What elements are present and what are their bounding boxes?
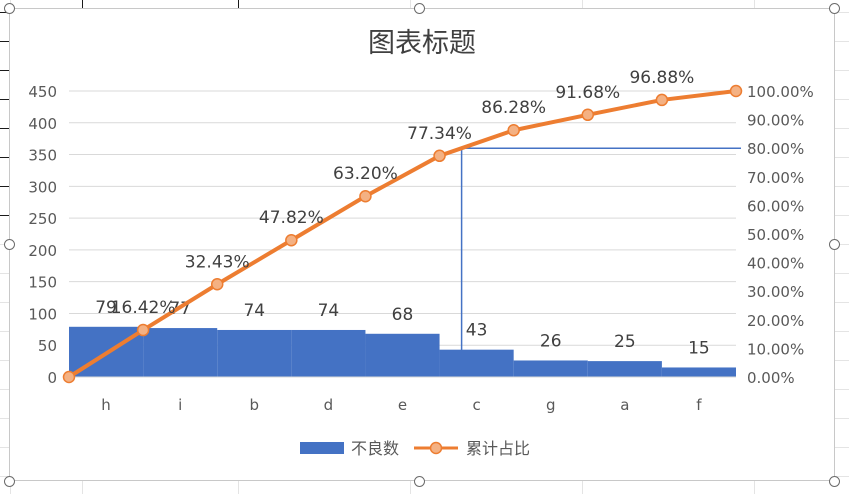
left-axis-tick-label: 150 bbox=[28, 274, 57, 292]
right-axis-tick-label: 40.00% bbox=[747, 255, 804, 273]
line-marker[interactable] bbox=[359, 189, 372, 203]
right-axis-tick-label: 0.00% bbox=[747, 369, 795, 387]
line-marker[interactable] bbox=[655, 93, 669, 107]
bar[interactable] bbox=[661, 367, 736, 377]
bar-data-label: 15 bbox=[688, 338, 710, 358]
right-axis-ticks: 0.00% 10.00% 20.00% 30.00% 40.00% 50.00% 60.00… bbox=[747, 83, 814, 387]
resize-handle-bottom-right[interactable] bbox=[829, 476, 840, 487]
bar[interactable] bbox=[365, 333, 440, 377]
category-label: c bbox=[472, 396, 480, 414]
line-marker[interactable] bbox=[581, 108, 595, 122]
legend-swatch-marker bbox=[429, 441, 443, 455]
left-axis-tick-label: 250 bbox=[28, 210, 57, 228]
resize-handle-top-left[interactable] bbox=[4, 3, 15, 14]
bar[interactable] bbox=[513, 360, 588, 377]
right-axis-tick-label: 90.00% bbox=[747, 112, 804, 130]
line-data-label: 16.42% bbox=[111, 298, 176, 318]
line-marker[interactable] bbox=[285, 233, 298, 247]
bar[interactable] bbox=[587, 361, 662, 377]
category-label: f bbox=[696, 396, 702, 414]
legend-label-line: 累计占比 bbox=[466, 439, 530, 458]
chart-area[interactable] bbox=[9, 8, 835, 481]
legend-swatch-bar bbox=[300, 442, 344, 454]
right-axis-tick-label: 10.00% bbox=[747, 340, 804, 358]
resize-handle-top-center[interactable] bbox=[414, 3, 425, 14]
resize-handle-middle-left[interactable] bbox=[4, 239, 15, 250]
left-axis-tick-label: 450 bbox=[28, 83, 57, 101]
left-axis-tick-label: 100 bbox=[28, 305, 57, 323]
bar[interactable] bbox=[291, 329, 366, 377]
line-data-label: 63.20% bbox=[333, 164, 398, 184]
left-axis-tick-label: 200 bbox=[28, 242, 57, 260]
left-axis-tick-label: 50 bbox=[38, 337, 57, 355]
line-marker[interactable] bbox=[62, 370, 76, 384]
right-axis-tick-label: 50.00% bbox=[747, 226, 804, 244]
bar-data-label: 74 bbox=[243, 301, 265, 321]
category-label: d bbox=[324, 396, 334, 414]
category-label: b bbox=[250, 396, 260, 414]
line-marker[interactable] bbox=[210, 278, 224, 291]
bar-data-label: 26 bbox=[540, 331, 562, 351]
cumulative-line[interactable] bbox=[67, 89, 738, 379]
bar-data-label: 43 bbox=[466, 321, 488, 341]
category-label: i bbox=[178, 396, 182, 414]
right-axis-tick-label: 70.00% bbox=[747, 169, 804, 187]
line-data-label: 91.68% bbox=[555, 83, 620, 103]
line-data-label: 96.88% bbox=[629, 68, 694, 88]
right-axis-tick-label: 80.00% bbox=[747, 140, 804, 158]
line-marker[interactable] bbox=[136, 323, 150, 337]
resize-handle-middle-right[interactable] bbox=[829, 239, 840, 250]
resize-handle-bottom-left[interactable] bbox=[4, 476, 15, 487]
category-label: e bbox=[398, 396, 407, 414]
category-label: a bbox=[620, 396, 629, 414]
left-axis-tick-label: 400 bbox=[28, 115, 57, 133]
line-data-label: 86.28% bbox=[481, 98, 546, 118]
bar[interactable] bbox=[217, 329, 292, 377]
line-marker[interactable] bbox=[507, 123, 520, 137]
left-axis-tick-label: 0 bbox=[47, 369, 57, 387]
line-series bbox=[62, 84, 743, 384]
chart-title[interactable]: 图表标题 bbox=[368, 28, 476, 59]
left-axis-tick-label: 300 bbox=[28, 178, 57, 196]
resize-handle-bottom-center[interactable] bbox=[414, 476, 425, 487]
category-label: h bbox=[101, 396, 111, 414]
line-marker[interactable] bbox=[433, 149, 446, 163]
category-label: g bbox=[546, 396, 556, 414]
bar-data-label: 68 bbox=[392, 305, 414, 325]
bar[interactable] bbox=[439, 349, 514, 377]
line-data-labels: 16.42% 32.43% 47.82% 63.20% 77.34% 86.28% 91.6… bbox=[111, 68, 695, 318]
line-marker[interactable] bbox=[729, 84, 743, 98]
line-data-label: 77.34% bbox=[407, 124, 472, 144]
line-data-label: 47.82% bbox=[259, 208, 324, 228]
right-axis-tick-label: 100.00% bbox=[747, 83, 814, 101]
bar-data-label: 74 bbox=[318, 301, 340, 321]
right-axis-tick-label: 20.00% bbox=[747, 312, 804, 330]
bar-data-label: 25 bbox=[614, 332, 636, 352]
bar-data-label: 79 bbox=[95, 298, 117, 318]
legend: 不良数 累计占比 bbox=[300, 439, 530, 458]
right-axis-tick-label: 30.00% bbox=[747, 283, 804, 301]
left-axis-ticks: 0 50 100 150 200 250 300 350 400 450 bbox=[28, 83, 57, 387]
right-axis-tick-label: 60.00% bbox=[747, 197, 804, 215]
resize-handle-top-right[interactable] bbox=[829, 3, 840, 14]
bar[interactable] bbox=[143, 328, 218, 377]
bar-series bbox=[69, 326, 736, 377]
reference-lines bbox=[460, 147, 741, 353]
line-data-label: 32.43% bbox=[185, 252, 250, 272]
legend-label-bar: 不良数 bbox=[351, 439, 399, 458]
left-axis-tick-label: 350 bbox=[28, 147, 57, 165]
